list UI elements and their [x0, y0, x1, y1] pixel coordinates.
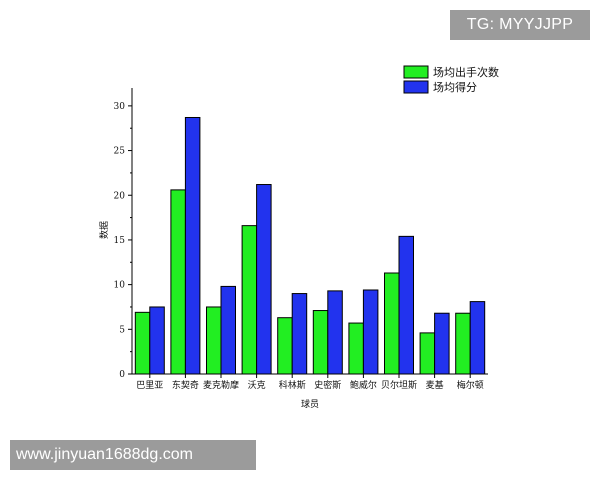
bar-series-1-2: [206, 306, 222, 375]
bar-series-1-7: [384, 272, 400, 375]
watermark-bottom: www.jinyuan1688dg.com: [10, 440, 256, 470]
x-tick-label: 鲍威尔: [350, 379, 377, 391]
x-tick-label: 麦基: [426, 379, 444, 391]
legend-swatch-series-1: [403, 65, 429, 79]
bar-series-2-5: [327, 290, 343, 375]
x-axis: [132, 373, 488, 378]
bar-series-2-9: [469, 301, 486, 375]
bar-series-2-4: [291, 293, 308, 375]
bar-series-1-3: [241, 225, 258, 375]
y-tick-label: 0: [119, 370, 125, 380]
bar-series-1-0: [134, 311, 151, 375]
watermark-top: TG: MYYJJPP: [450, 10, 590, 40]
category-labels: 巴里亚 东契奇 麦克勒摩 沃克 科林斯 史密斯 鲍威尔 贝尔坦斯 麦基 梅尔顿: [136, 379, 483, 391]
legend-label-series-2: 场均得分: [433, 80, 477, 94]
x-tick-label: 沃克: [248, 380, 266, 391]
y-tick-label: 10: [114, 281, 126, 291]
bar-series-1-4: [277, 317, 293, 375]
y-axis-title: 数据: [98, 221, 110, 239]
x-tick-label: 史密斯: [314, 379, 341, 391]
bar-series-2-1: [184, 116, 201, 375]
bar-series-1-1: [170, 189, 186, 375]
bar-series-2-0: [149, 306, 165, 375]
y-axis: 0 5 10 15 20 25 30: [114, 88, 133, 380]
bar-series-2-6: [362, 289, 379, 375]
bar-series-2-3: [256, 184, 272, 375]
bar-series-2-7: [398, 235, 414, 375]
x-tick-label: 巴里亚: [136, 380, 163, 391]
y-tick-label: 5: [119, 325, 125, 335]
bar-series-1-5: [312, 310, 329, 375]
legend: 场均出手次数 场均得分: [403, 65, 499, 94]
bar-series-1-6: [348, 322, 364, 375]
x-tick-label: 东契奇: [172, 379, 199, 391]
y-tick-label: 15: [114, 236, 126, 246]
legend-swatch-series-2: [403, 80, 429, 94]
x-axis-title: 球员: [301, 398, 319, 410]
bars: [134, 116, 486, 375]
legend-label-series-1: 场均出手次数: [433, 65, 499, 79]
x-tick-label: 麦克勒摩: [203, 379, 239, 391]
y-tick-label: 30: [114, 102, 126, 112]
bar-series-2-8: [434, 312, 450, 375]
bar-series-1-9: [455, 312, 471, 375]
bar-series-1-8: [419, 332, 436, 375]
bar-series-2-2: [220, 285, 236, 375]
x-tick-label: 科林斯: [279, 379, 306, 391]
x-tick-label: 贝尔坦斯: [381, 379, 417, 391]
y-tick-label: 25: [114, 147, 126, 157]
x-tick-label: 梅尔顿: [457, 379, 484, 391]
y-tick-label: 20: [114, 191, 126, 201]
